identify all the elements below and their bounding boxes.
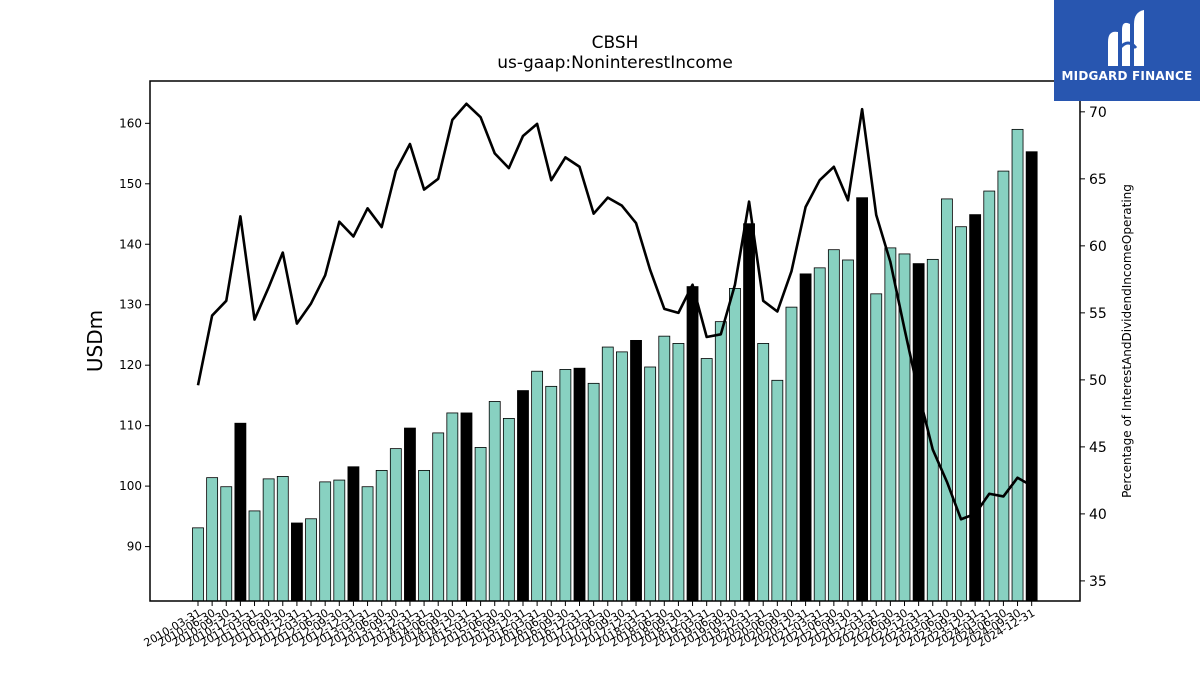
bar: [729, 287, 741, 602]
y2-tick-label: 55: [1089, 306, 1107, 322]
bar: [573, 367, 586, 602]
bar: [969, 214, 982, 602]
bar: [262, 478, 275, 602]
bar: [870, 293, 883, 602]
bar: [517, 390, 529, 602]
bar: [1025, 151, 1038, 602]
bar: [375, 469, 388, 602]
bar: [488, 401, 501, 602]
y2-tick-label: 70: [1089, 105, 1107, 121]
bar: [319, 481, 332, 602]
bar: [616, 351, 628, 602]
logo-text: MIDGARD FINANCE: [1061, 69, 1193, 83]
y-tick-label: 100: [119, 479, 142, 493]
bar: [940, 198, 953, 602]
bar: [686, 286, 699, 602]
y2-tick-label: 65: [1089, 172, 1107, 188]
bar: [771, 379, 784, 602]
bar: [347, 466, 360, 602]
bar: [983, 190, 996, 602]
bar: [220, 486, 233, 602]
y2-ticks: 35 40 45 50 55 60 65 70: [1080, 105, 1107, 590]
bar: [714, 321, 727, 602]
y-tick-label: 90: [127, 540, 142, 554]
bar: [474, 447, 487, 602]
bar: [587, 382, 600, 602]
bar: [644, 366, 657, 602]
bar: [813, 267, 826, 602]
bar: [700, 358, 713, 602]
bar: [418, 469, 430, 602]
bar: [502, 417, 515, 602]
brand-logo: MIDGARD FINANCE: [1054, 0, 1200, 101]
bar: [531, 370, 544, 602]
bar: [827, 249, 840, 602]
y-tick-label: 110: [119, 419, 142, 433]
bar: [1011, 128, 1024, 602]
y-ticks: 90 100 110 120 130 140 150 160: [119, 116, 150, 554]
bar: [389, 448, 402, 602]
plot-frame: [149, 80, 1081, 602]
bars-group: [192, 128, 1038, 602]
bar: [884, 247, 897, 602]
y-tick-label: 160: [119, 116, 142, 130]
bar: [276, 476, 289, 602]
bar: [672, 343, 685, 602]
y-tick-label: 130: [119, 298, 142, 312]
line-group: [196, 102, 1033, 521]
bar: [192, 527, 204, 602]
bar: [658, 335, 671, 602]
bar: [559, 369, 572, 602]
bar: [404, 427, 416, 602]
bar: [248, 510, 261, 602]
y2-tick-label: 45: [1089, 440, 1107, 456]
x-ticks: 2010-03-312010-06-302010-09-302010-12-31…: [142, 601, 1037, 650]
bar: [446, 412, 459, 602]
y2-axis-label: Percentage of InterestAndDividendIncomeO…: [1120, 184, 1134, 498]
y2-tick-label: 50: [1089, 373, 1107, 389]
bar: [743, 223, 755, 602]
bar: [912, 263, 925, 602]
bar: [785, 306, 798, 602]
y2-tick-label: 35: [1089, 574, 1107, 590]
logo-mark-icon: [1108, 10, 1144, 66]
bar: [955, 226, 967, 602]
bar: [291, 522, 303, 602]
y-axis-label: USDm: [83, 310, 107, 372]
bar: [432, 432, 445, 602]
bar: [206, 477, 219, 602]
bar: [856, 197, 869, 602]
bar: [757, 343, 770, 602]
y2-tick-label: 60: [1089, 239, 1107, 255]
series-line: [196, 102, 1033, 521]
y-tick-label: 150: [119, 177, 142, 191]
bar: [799, 273, 812, 602]
y-tick-label: 140: [119, 237, 142, 251]
bar: [997, 170, 1010, 602]
bar: [545, 385, 558, 602]
bar: [842, 259, 854, 602]
bar: [630, 339, 642, 602]
bar: [333, 479, 346, 602]
y-tick-label: 120: [119, 358, 142, 372]
bar: [460, 412, 473, 602]
bar: [305, 518, 317, 602]
bar: [234, 422, 247, 602]
chart-title: CBSH: [592, 33, 639, 53]
y2-tick-label: 40: [1089, 507, 1107, 523]
bar: [601, 346, 614, 602]
chart-subtitle: us-gaap:NoninterestIncome: [497, 53, 733, 73]
bar: [361, 486, 374, 602]
